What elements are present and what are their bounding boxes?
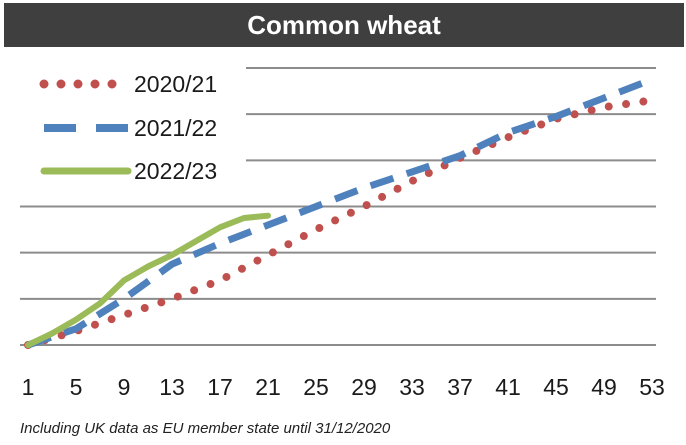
- x-tick-label: 45: [543, 374, 569, 400]
- chart-title: Common wheat: [4, 3, 684, 47]
- x-tick-label: 9: [118, 374, 131, 400]
- x-tick-label: 37: [447, 374, 473, 400]
- x-tick-label: 17: [207, 374, 233, 400]
- x-tick-label: 33: [399, 374, 425, 400]
- x-tick-label: 53: [639, 374, 665, 400]
- series-line-2020-21: [24, 96, 656, 349]
- legend-label: 2021/22: [134, 115, 217, 141]
- x-tick-label: 5: [70, 374, 83, 400]
- x-tick-label: 41: [495, 374, 521, 400]
- x-tick-label: 13: [159, 374, 185, 400]
- x-tick-label: 1: [22, 374, 35, 400]
- x-tick-label: 49: [591, 374, 617, 400]
- legend-label: 2022/23: [134, 158, 217, 184]
- x-tick-label: 29: [351, 374, 377, 400]
- legend-label: 2020/21: [134, 71, 217, 97]
- series-line-2022-23: [25, 212, 271, 348]
- x-tick-label: 25: [303, 374, 329, 400]
- series-line-2021-22: [26, 76, 654, 349]
- footnote: Including UK data as EU member state unt…: [20, 420, 391, 437]
- x-tick-label: 21: [255, 374, 281, 400]
